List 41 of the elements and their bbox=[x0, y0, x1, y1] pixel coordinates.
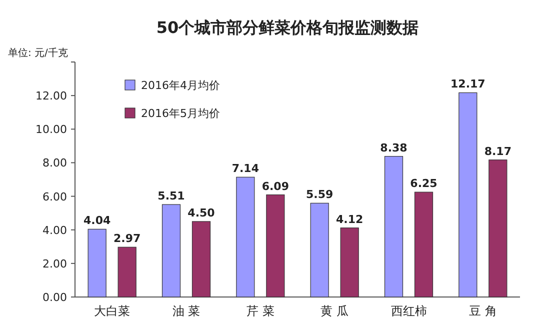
x-tick-label: 油 菜 bbox=[172, 304, 200, 318]
bar bbox=[236, 176, 255, 298]
bar bbox=[488, 160, 508, 298]
bar bbox=[88, 228, 106, 298]
y-tick-label: 8.00 bbox=[42, 156, 67, 170]
y-tick-label: 12.00 bbox=[36, 90, 67, 103]
x-tick-label: 大白菜 bbox=[94, 304, 130, 318]
y-tick-label: 6.00 bbox=[42, 190, 67, 204]
data-label: 8.17 bbox=[484, 144, 512, 158]
bar bbox=[458, 92, 478, 298]
bar bbox=[384, 156, 404, 298]
bar bbox=[118, 246, 136, 298]
data-label: 6.09 bbox=[262, 180, 289, 193]
y-tick-label: 10.00 bbox=[36, 123, 67, 136]
data-label: 5.59 bbox=[306, 188, 334, 202]
text: 单位: 元/千克 bbox=[8, 47, 68, 59]
data-label: 4.50 bbox=[188, 206, 216, 220]
bar bbox=[192, 221, 211, 298]
bar bbox=[310, 202, 329, 298]
data-label: 2.97 bbox=[114, 232, 141, 246]
bar bbox=[414, 192, 434, 298]
data-label: 8.38 bbox=[380, 141, 408, 154]
bar bbox=[162, 204, 181, 298]
x-tick-label: 豆 角 bbox=[469, 304, 497, 318]
data-label: 4.04 bbox=[84, 214, 111, 228]
bar bbox=[266, 194, 285, 298]
data-label: 5.51 bbox=[158, 190, 185, 203]
y-tick-label: 4.00 bbox=[42, 224, 67, 237]
data-label: 6.25 bbox=[410, 177, 438, 190]
chart-title: 50个城市部分鲜菜价格旬报监测数据 bbox=[156, 18, 419, 37]
y-tick-label: 0.00 bbox=[42, 291, 67, 304]
data-label: 12.17 bbox=[450, 78, 486, 91]
x-tick-label: 黄 瓜 bbox=[320, 304, 348, 318]
legend-label: 2016年4月均价 bbox=[141, 79, 220, 92]
x-tick-label: 芹 菜 bbox=[246, 304, 274, 318]
legend-label: 2016年5月均价 bbox=[141, 107, 220, 120]
data-label: 7.14 bbox=[232, 162, 260, 176]
y-tick-label: 2.00 bbox=[42, 257, 67, 270]
data-label: 4.12 bbox=[336, 212, 364, 226]
bar bbox=[340, 228, 359, 298]
x-tick-label: 西红柿 bbox=[390, 304, 427, 318]
